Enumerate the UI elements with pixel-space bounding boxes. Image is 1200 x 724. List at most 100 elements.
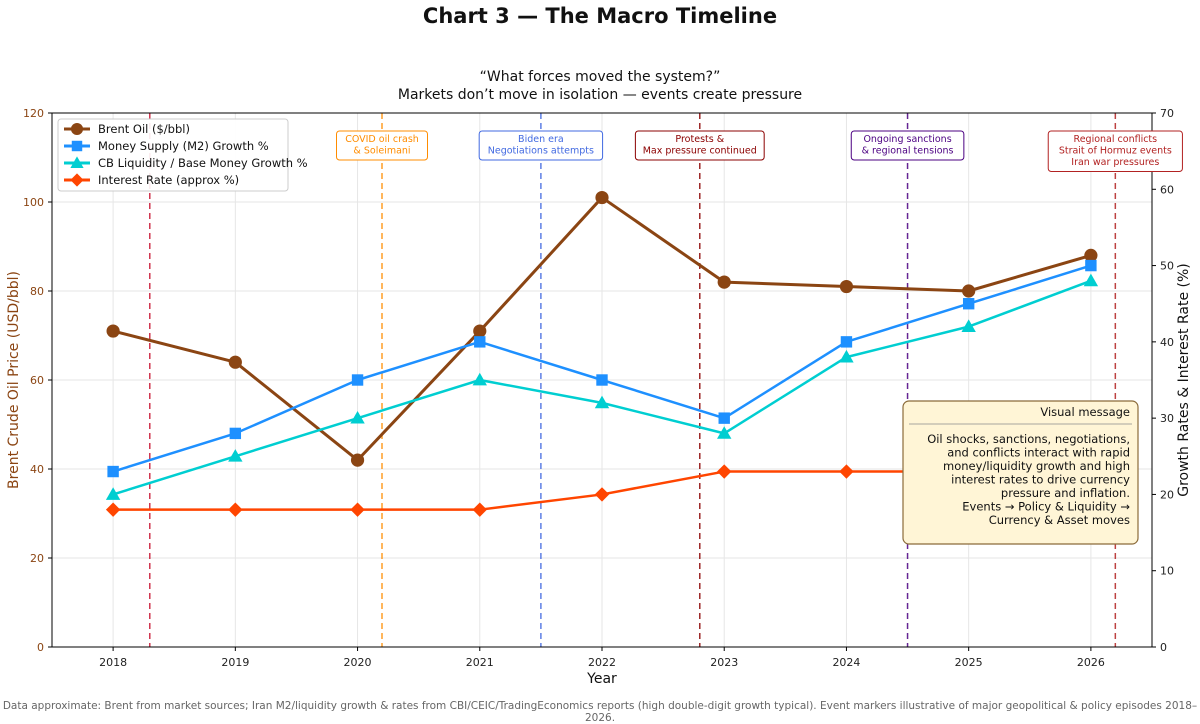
x-tick-label: 2023 (710, 656, 738, 669)
annotation-body-line: and conflicts interact with rapid (947, 446, 1130, 460)
y-left-tick-label: 80 (30, 285, 44, 298)
event-label-text: Negotiations attempts (488, 146, 594, 157)
data-point (71, 140, 83, 152)
y-left-tick-label: 40 (30, 463, 44, 476)
legend-box (57, 118, 289, 192)
data-point (1083, 273, 1099, 287)
x-tick-label: 2021 (466, 656, 494, 669)
annotation-box (902, 400, 1139, 545)
data-point (594, 487, 610, 502)
event-label-box (1047, 130, 1183, 172)
event-label-text: Regional conflicts (1074, 134, 1158, 145)
data-point (70, 156, 84, 168)
event-label-box (850, 130, 965, 161)
x-tick-label: 2024 (832, 656, 860, 669)
event-label-box (336, 130, 428, 161)
data-point (717, 275, 731, 289)
legend-entry: CB Liquidity / Base Money Growth % (98, 156, 308, 170)
data-point (717, 464, 732, 479)
event-label-text: & regional tensions (862, 146, 954, 157)
data-point (962, 298, 975, 310)
data-point (839, 464, 854, 479)
data-point (105, 502, 121, 517)
data-point (70, 173, 84, 187)
x-tick-label: 2022 (588, 656, 616, 669)
y-right-tick-label: 20 (1160, 488, 1174, 501)
data-point (351, 374, 364, 386)
event-label-text: COVID oil crash (345, 134, 419, 145)
data-point (105, 487, 121, 500)
event-label-text: & Soleimani (353, 146, 410, 157)
y-left-axis-label: Brent Crude Oil Price (USD/bbl) (6, 271, 22, 489)
y-left-tick-label: 120 (23, 107, 44, 120)
data-point (107, 465, 119, 478)
data-point (1085, 259, 1097, 272)
data-point (596, 374, 608, 386)
data-point (717, 426, 732, 439)
data-point (1084, 248, 1098, 262)
data-point (228, 355, 242, 369)
subtitle-line-2: Markets don’t move in isolation — events… (397, 87, 803, 103)
event-label-text: Strait of Hormuz events (1059, 146, 1172, 157)
data-point (229, 427, 242, 440)
event-label-box (478, 130, 604, 161)
y-right-tick-label: 0 (1160, 641, 1167, 654)
x-axis-label: Year (586, 671, 617, 687)
data-point (472, 502, 487, 517)
data-point (350, 453, 365, 467)
data-point (474, 336, 486, 348)
data-point (839, 349, 854, 363)
x-tick-label: 2025 (955, 656, 983, 669)
annotation-body-line: pressure and inflation. (1001, 486, 1130, 500)
footnote: Data approximate: Brent from market sour… (2, 700, 1198, 724)
x-tick-label: 2026 (1077, 656, 1105, 669)
legend-entry: Brent Oil ($/bbl) (98, 122, 190, 136)
chart-title: Chart 3 — The Macro Timeline (422, 4, 778, 28)
data-point (961, 319, 976, 332)
y-left-tick-label: 20 (30, 552, 44, 565)
data-point (350, 410, 365, 424)
y-right-tick-label: 60 (1160, 183, 1174, 196)
x-tick-label: 2020 (344, 656, 372, 669)
event-label-text: Max pressure continued (643, 146, 757, 157)
annotation-title: Visual message (1040, 405, 1130, 419)
legend-entry: Money Supply (M2) Growth % (98, 139, 269, 153)
y-right-axis-label: Growth Rates & Interest Rate (%) (1176, 263, 1192, 497)
x-tick-label: 2018 (99, 656, 127, 669)
data-point (472, 372, 487, 386)
data-point (228, 449, 243, 462)
data-point (70, 122, 84, 136)
x-tick-label: 2019 (221, 656, 249, 669)
data-point (228, 502, 243, 517)
event-label-text: Biden era (518, 134, 564, 145)
y-right-tick-label: 30 (1160, 412, 1174, 425)
chart-subtitle: “What forces moved the system?” Markets … (0, 68, 1200, 104)
annotation-flow-line: Currency & Asset moves (989, 513, 1130, 527)
data-point (350, 502, 365, 517)
y-right-tick-label: 50 (1160, 260, 1174, 273)
event-label-text: Protests & (675, 134, 724, 145)
data-point (594, 395, 610, 409)
data-point (473, 324, 487, 338)
data-point (718, 412, 730, 424)
y-left-tick-label: 0 (37, 641, 44, 654)
data-point (595, 190, 609, 205)
annotation-body-line: interest rates to drive currency (951, 473, 1130, 487)
y-right-tick-label: 70 (1160, 107, 1174, 120)
annotation-body-line: money/liquidity growth and high (943, 459, 1130, 473)
y-left-tick-label: 100 (23, 196, 44, 209)
annotation-body-line: Oil shocks, sanctions, negotiations, (927, 432, 1130, 446)
data-point (106, 324, 120, 338)
y-right-tick-label: 40 (1160, 336, 1174, 349)
legend-entry: Interest Rate (approx %) (98, 173, 239, 187)
data-point (839, 279, 854, 294)
y-right-tick-label: 10 (1160, 565, 1174, 578)
event-label-text: Iran war pressures (1071, 157, 1159, 168)
data-point (840, 336, 853, 348)
data-point (962, 284, 976, 298)
subtitle-line-1: “What forces moved the system?” (479, 69, 721, 85)
y-left-tick-label: 60 (30, 374, 44, 387)
event-label-text: Ongoing sanctions (863, 134, 951, 145)
event-label-box (634, 130, 765, 161)
